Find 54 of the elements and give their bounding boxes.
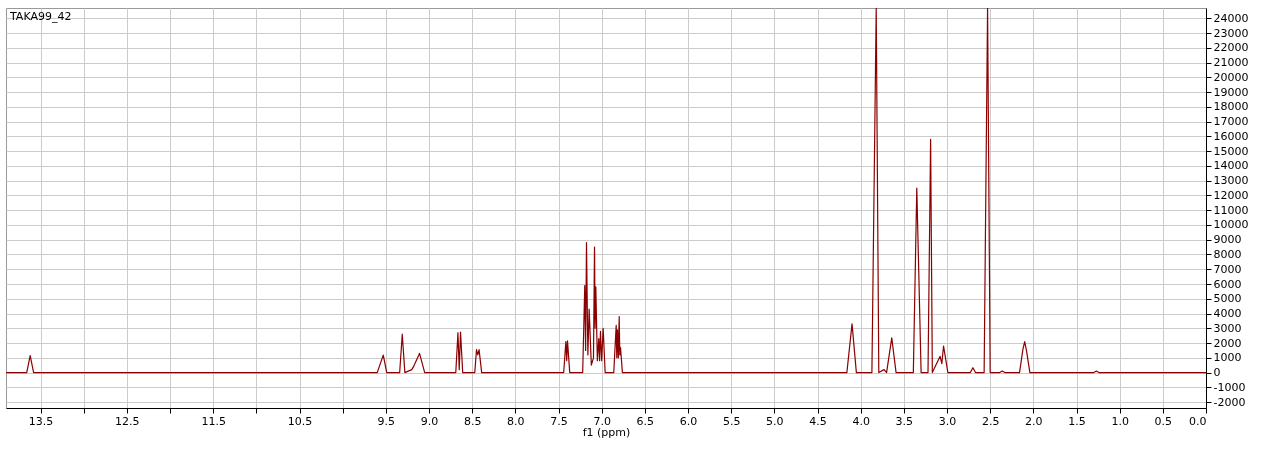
y-tick-label: 7000 <box>1213 262 1242 276</box>
y-tick-label: 12000 <box>1213 188 1249 202</box>
y-tick-label: 17000 <box>1213 115 1249 129</box>
x-tick-label: 13.5 <box>28 414 54 428</box>
x-tick-label: 8.0 <box>507 414 525 428</box>
y-tick-label: 23000 <box>1213 26 1249 40</box>
x-tick-label: 2.0 <box>1025 414 1043 428</box>
y-tick-label: 4000 <box>1213 307 1242 321</box>
y-tick-label: 20000 <box>1213 70 1249 84</box>
x-tick-label: 2.5 <box>981 414 1000 428</box>
x-tick-label: 1.0 <box>1111 414 1129 428</box>
y-tick-label: 19000 <box>1213 85 1249 99</box>
y-tick-label: 22000 <box>1213 41 1249 55</box>
x-tick-label: 9.0 <box>420 414 439 428</box>
y-tick-label: 0 <box>1213 366 1221 380</box>
x-tick-label: 3.0 <box>938 414 957 428</box>
x-tick-label: 12.5 <box>115 414 140 428</box>
y-tick-label: 2000 <box>1213 336 1242 350</box>
x-tick-label: 6.0 <box>679 414 698 428</box>
x-tick-label: 11.5 <box>201 414 226 428</box>
annotation: TAKA99_42 <box>9 10 72 23</box>
y-tick-label: 11000 <box>1213 203 1249 217</box>
x-tick-label: 4.0 <box>852 414 870 428</box>
y-tick-label: 9000 <box>1213 233 1242 247</box>
x-tick-label: 1.5 <box>1068 414 1086 428</box>
x-tick-label: 5.0 <box>766 414 784 428</box>
y-tick-label: 15000 <box>1213 144 1249 158</box>
y-tick-label: 8000 <box>1213 247 1242 261</box>
x-tick-label: 5.5 <box>722 414 741 428</box>
x-tick-label: 7.0 <box>593 414 611 428</box>
y-tick-label: 18000 <box>1213 100 1249 114</box>
x-tick-label: 3.5 <box>895 414 914 428</box>
y-tick-label: 13000 <box>1213 174 1249 188</box>
y-tick-label: 14000 <box>1213 159 1249 173</box>
y-tick-label: 16000 <box>1213 129 1249 143</box>
y-tick-label: 24000 <box>1213 11 1249 25</box>
x-axis-title: f1 (ppm) <box>582 425 631 439</box>
y-tick-label: 10000 <box>1213 218 1249 232</box>
x-tick-label: 7.5 <box>550 414 568 428</box>
x-tick-label: 6.5 <box>636 414 655 428</box>
y-tick-label: -2000 <box>1213 395 1246 409</box>
line-series <box>6 8 1206 374</box>
y-tick-label: 21000 <box>1213 56 1249 70</box>
x-tick-label: 9.5 <box>377 414 396 428</box>
x-tick-label: 10.5 <box>287 414 313 428</box>
y-tick-label: 5000 <box>1213 292 1242 306</box>
y-tick-label: 6000 <box>1213 277 1242 291</box>
x-tick-label: 4.5 <box>809 414 827 428</box>
y-tick-label: 3000 <box>1213 321 1242 335</box>
x-tick-label: 0.5 <box>1154 414 1173 428</box>
x-tick-label: 0.0 <box>1189 414 1207 428</box>
x-tick-label: 8.5 <box>463 414 482 428</box>
y-tick-label: -1000 <box>1213 380 1246 394</box>
y-tick-label: 1000 <box>1213 351 1242 365</box>
